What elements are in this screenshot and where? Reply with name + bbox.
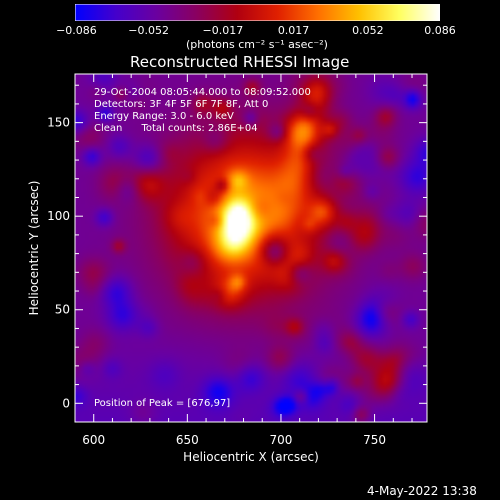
annotation-detectors: Detectors: 3F 4F 5F 6F 7F 8F, Att 0 (94, 99, 269, 110)
annotation-clean-counts: Clean Total counts: 2.86E+04 (94, 123, 258, 134)
chart-title: Reconstructed RHESSI Image (130, 53, 350, 71)
x-tick-label: 650 (176, 433, 199, 447)
annotation-peak-position: Position of Peak = [676,97] (94, 398, 231, 409)
annotation-energy-range: Energy Range: 3.0 - 6.0 keV (94, 111, 234, 122)
colorbar-tick-label: 0.052 (352, 24, 384, 37)
annotation-time-range: 29-Oct-2004 08:05:44.000 to 08:09:52.000 (94, 87, 311, 98)
colorbar-tick-label: −0.086 (56, 24, 97, 37)
y-tick-label: 100 (47, 209, 70, 223)
footer-date: 4-May-2022 13:38 (367, 484, 477, 498)
colorbar-tick-label: 0.086 (424, 24, 456, 37)
y-tick-label: 0 (62, 396, 70, 410)
colorbar-tick-label: 0.017 (277, 24, 310, 37)
plot-frame (74, 73, 428, 423)
x-tick-label: 750 (363, 433, 386, 447)
colorbar-tick-label: −0.017 (202, 24, 244, 37)
y-tick-label: 150 (47, 116, 70, 130)
x-axis-label: Heliocentric X (arcsec) (183, 450, 319, 464)
x-tick-label: 600 (82, 433, 105, 447)
colorbar (75, 4, 440, 21)
y-tick-label: 50 (55, 303, 70, 317)
rhessi-heatmap (75, 74, 427, 422)
x-tick-label: 700 (270, 433, 293, 447)
colorbar-tick-label: −0.052 (128, 24, 169, 37)
y-axis-label: Heliocentric Y (arcsec) (27, 181, 41, 316)
colorbar-units-label: (photons cm⁻² s⁻¹ asec⁻²) (186, 38, 328, 51)
